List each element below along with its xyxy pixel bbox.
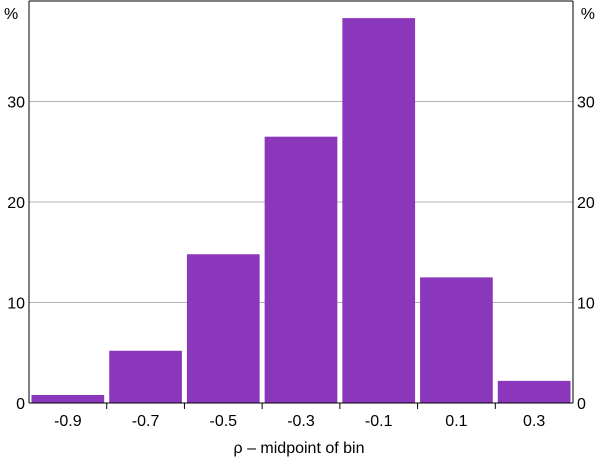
y-axis-right-unit: % (581, 6, 595, 23)
y-axis-left-unit: % (4, 6, 18, 23)
x-tick-label: -0.5 (209, 413, 237, 430)
x-tick-label: -0.1 (365, 413, 393, 430)
y-tick-right-label: 0 (577, 396, 586, 413)
x-tick-label: -0.3 (287, 413, 315, 430)
bar--0.1 (342, 18, 416, 404)
bar-0.3 (497, 380, 571, 403)
x-tick-label: -0.9 (54, 413, 82, 430)
x-axis-ticks: -0.9 -0.7 -0.5 -0.3 -0.1 0.1 0.3 (54, 403, 545, 430)
bar--0.3 (264, 136, 338, 404)
bar--0.7 (109, 350, 182, 403)
bar--0.5 (186, 254, 260, 403)
x-tick-label: 0.1 (445, 413, 467, 430)
y-tick-right-label: 20 (577, 195, 595, 212)
bar-0.1 (420, 277, 493, 403)
plot-frame (28, 0, 574, 404)
y-tick-right-label: 10 (577, 296, 595, 313)
bar--0.9 (31, 394, 105, 403)
y-tick-right-label: 30 (577, 95, 595, 112)
y-axis-left-ticks: 0 10 20 30 (7, 95, 25, 414)
y-axis-right-ticks: 0 10 20 30 (577, 95, 595, 414)
x-axis-label: ρ – midpoint of bin (234, 440, 365, 457)
y-tick-left-label: 0 (16, 396, 25, 413)
y-tick-left-label: 30 (7, 95, 25, 112)
bars (31, 18, 571, 404)
x-tick-label: -0.7 (132, 413, 160, 430)
y-tick-left-label: 10 (7, 296, 25, 313)
y-tick-left-label: 20 (7, 195, 25, 212)
x-tick-label: 0.3 (523, 413, 545, 430)
